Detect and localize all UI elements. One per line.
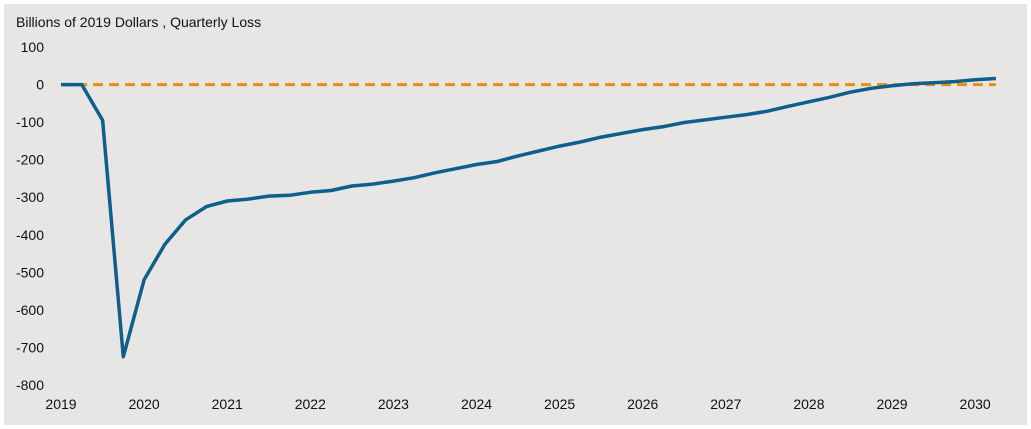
y-tick-label: -200 [16,152,44,168]
chart-title: Billions of 2019 Dollars , Quarterly Los… [16,14,262,30]
y-tick-label: -300 [16,189,44,205]
line-chart: 100 0 -100 -200 -300 -400 -500 -600 -700 -800 201… [16,39,997,412]
chart-area: Billions of 2019 Dollars , Quarterly Los… [4,4,1027,425]
quarterly-loss-line [61,76,997,359]
y-tick-label: -800 [16,377,44,393]
x-tick-label: 2023 [378,396,409,412]
x-tick-label: 2024 [461,396,492,412]
y-tick-label: 100 [21,39,45,55]
x-tick-label: 2019 [45,396,76,412]
x-tick-label: 2022 [295,396,326,412]
x-tick-label: 2030 [960,396,991,412]
x-tick-label: 2027 [710,396,741,412]
x-tick-label: 2021 [212,396,243,412]
y-tick-label: 0 [36,77,44,93]
y-tick-label: -700 [16,339,44,355]
y-tick-label: -600 [16,302,44,318]
x-axis-ticks: 2019 2020 2021 2022 2023 2024 2025 2026 2027 2028… [45,396,990,412]
x-tick-label: 2026 [627,396,658,412]
y-axis-ticks: 100 0 -100 -200 -300 -400 -500 -600 -700 -800 [16,39,44,393]
x-tick-label: 2020 [129,396,160,412]
x-tick-label: 2025 [544,396,575,412]
x-tick-label: 2028 [793,396,824,412]
y-tick-label: -500 [16,264,44,280]
y-tick-label: -100 [16,114,44,130]
series-layer [61,76,997,359]
x-tick-label: 2029 [876,396,907,412]
y-tick-label: -400 [16,227,44,243]
